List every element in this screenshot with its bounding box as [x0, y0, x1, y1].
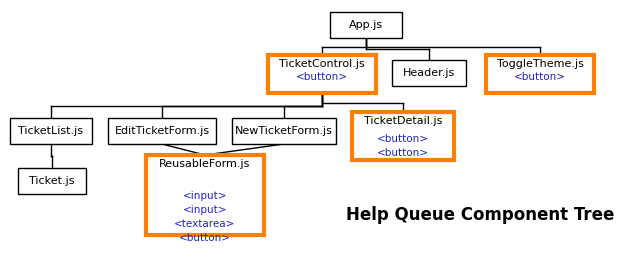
FancyBboxPatch shape: [392, 60, 466, 86]
Text: ReusableForm.js: ReusableForm.js: [159, 159, 251, 169]
Text: <input>
<input>
<textarea>
<button>: <input> <input> <textarea> <button>: [175, 191, 236, 243]
Text: TicketControl.js: TicketControl.js: [279, 59, 365, 69]
FancyBboxPatch shape: [232, 118, 336, 144]
Text: Header.js: Header.js: [403, 68, 455, 78]
FancyBboxPatch shape: [108, 118, 216, 144]
Text: NewTicketForm.js: NewTicketForm.js: [235, 126, 333, 136]
FancyBboxPatch shape: [18, 168, 86, 194]
Text: <button>
<button>: <button> <button>: [377, 134, 429, 158]
FancyBboxPatch shape: [146, 155, 264, 235]
Text: <button>: <button>: [296, 72, 348, 82]
Text: TicketDetail.js: TicketDetail.js: [364, 116, 442, 126]
Text: ToggleTheme.js: ToggleTheme.js: [496, 59, 584, 69]
FancyBboxPatch shape: [486, 55, 594, 93]
FancyBboxPatch shape: [330, 12, 402, 38]
FancyBboxPatch shape: [10, 118, 92, 144]
Text: TicketList.js: TicketList.js: [19, 126, 84, 136]
Text: Ticket.js: Ticket.js: [29, 176, 75, 186]
FancyBboxPatch shape: [352, 112, 454, 160]
Text: App.js: App.js: [349, 20, 383, 30]
Text: EditTicketForm.js: EditTicketForm.js: [115, 126, 210, 136]
FancyBboxPatch shape: [268, 55, 376, 93]
Text: <button>: <button>: [514, 72, 566, 82]
Text: Help Queue Component Tree: Help Queue Component Tree: [346, 206, 614, 224]
